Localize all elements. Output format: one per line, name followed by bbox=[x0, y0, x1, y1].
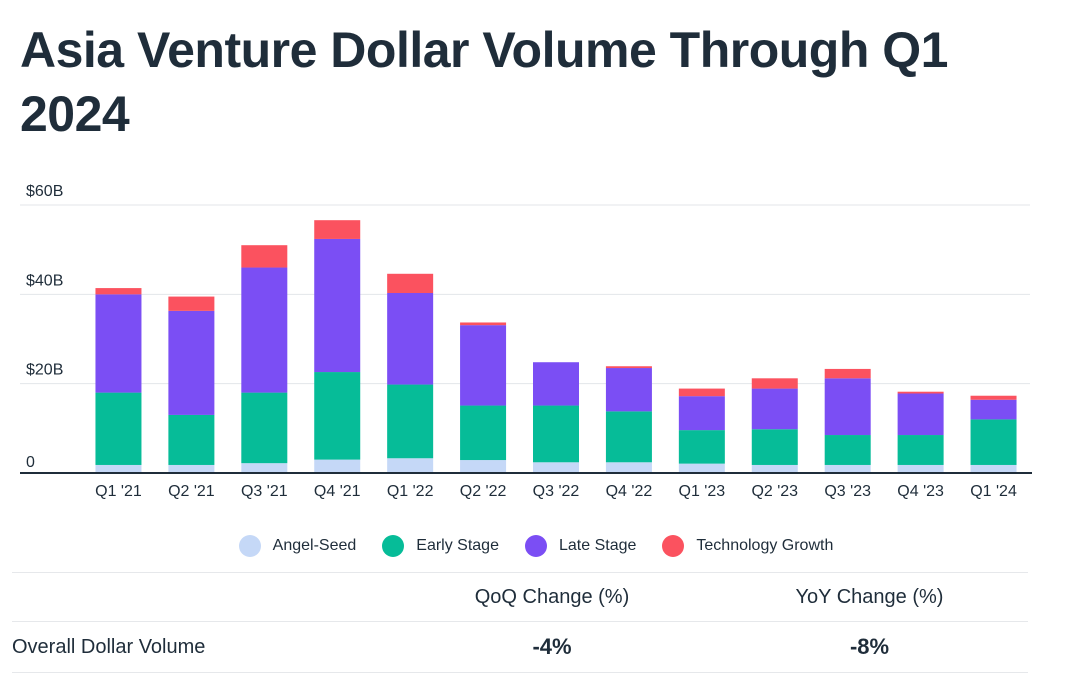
bar-segment-early-stage bbox=[168, 414, 215, 465]
chart-title: Asia Venture Dollar Volume Through Q1 20… bbox=[20, 22, 948, 142]
bar-segment-early-stage bbox=[824, 435, 871, 465]
table-header-row: QoQ Change (%) YoY Change (%) bbox=[12, 573, 1028, 622]
table-header-yoy: YoY Change (%) bbox=[795, 585, 944, 608]
stacked-bar-chart: 0 $20B $40B $60B Q1 '21 Q2 '21 Q3 '21 Q4 '21 Q1 … bbox=[20, 183, 1032, 500]
bar-segment-late-stage bbox=[95, 294, 142, 393]
bar-segment-technology-growth bbox=[605, 366, 652, 369]
bar-segment-early-stage bbox=[460, 405, 507, 461]
bar-segment-angel-seed bbox=[751, 464, 798, 473]
bar-segment-angel-seed bbox=[897, 464, 944, 473]
legend-item-technology-growth: Technology Growth bbox=[662, 535, 833, 557]
bar-segment-late-stage bbox=[314, 238, 361, 373]
bar-segment-angel-seed bbox=[387, 458, 434, 473]
x-tick-label: Q1 '22 bbox=[387, 483, 434, 500]
legend-swatch-late-stage bbox=[524, 535, 547, 557]
bar-segment-late-stage bbox=[897, 393, 944, 436]
x-tick-label: Q1 '21 bbox=[95, 483, 142, 500]
legend-label-early-stage: Early Stage bbox=[416, 537, 499, 554]
x-tick-label: Q2 '21 bbox=[168, 483, 215, 500]
bar-segment-angel-seed bbox=[605, 462, 652, 473]
bar-segment-technology-growth bbox=[460, 322, 507, 326]
bar-segment-early-stage bbox=[897, 435, 944, 465]
legend-swatch-technology-growth bbox=[662, 535, 685, 557]
bar-segment-late-stage bbox=[168, 310, 215, 415]
bar-segment-early-stage bbox=[970, 419, 1017, 465]
x-tick-label: Q4 '23 bbox=[897, 483, 944, 500]
bar-segment-technology-growth bbox=[168, 296, 215, 311]
bar-segment-angel-seed bbox=[678, 463, 725, 473]
change-table: QoQ Change (%) YoY Change (%) Overall Do… bbox=[12, 572, 1028, 673]
x-tick-label: Q4 '22 bbox=[606, 483, 653, 500]
bar-segment-angel-seed bbox=[460, 460, 507, 473]
bar-segment-technology-growth bbox=[678, 388, 725, 397]
bar-segment-angel-seed bbox=[533, 462, 579, 473]
bar-segment-early-stage bbox=[387, 384, 434, 459]
bar-segment-angel-seed bbox=[241, 463, 288, 473]
table-header-qoq: QoQ Change (%) bbox=[474, 585, 630, 608]
legend-swatch-angel-seed bbox=[238, 535, 261, 557]
bar-segment-early-stage bbox=[605, 411, 652, 463]
x-tick-label: Q2 '22 bbox=[460, 483, 507, 500]
bar-segment-early-stage bbox=[314, 372, 361, 460]
legend-label-technology-growth: Technology Growth bbox=[696, 537, 834, 554]
legend-item-angel-seed: Angel-Seed bbox=[238, 535, 357, 557]
bar-segment-early-stage bbox=[241, 392, 288, 464]
row-label: Overall Dollar Volume bbox=[12, 635, 206, 658]
y-tick-label: $40B bbox=[26, 272, 63, 289]
bar-segment-angel-seed bbox=[168, 464, 215, 473]
legend-item-late-stage: Late Stage bbox=[524, 535, 637, 557]
bar-segment-technology-growth bbox=[970, 395, 1017, 400]
yoy-value: -8% bbox=[849, 634, 890, 659]
y-tick-label: $20B bbox=[26, 362, 63, 379]
bar-segment-early-stage bbox=[678, 430, 725, 464]
legend-swatch-early-stage bbox=[382, 535, 405, 557]
y-tick-label: 0 bbox=[26, 454, 35, 471]
bar-segment-technology-growth bbox=[241, 245, 288, 268]
legend-label-late-stage: Late Stage bbox=[558, 537, 637, 554]
x-tick-label: Q3 '21 bbox=[241, 483, 288, 500]
x-tick-label: Q3 '23 bbox=[824, 483, 871, 500]
bar-segment-late-stage bbox=[533, 362, 579, 406]
bar-segment-technology-growth bbox=[95, 288, 142, 295]
bar-segment-technology-growth bbox=[897, 391, 944, 394]
legend-item-early-stage: Early Stage bbox=[382, 535, 499, 557]
chart-legend: Angel-Seed Early Stage Late Stage Techno… bbox=[0, 535, 1072, 557]
bar-segment-late-stage bbox=[824, 378, 871, 436]
bar-segment-angel-seed bbox=[970, 464, 1017, 473]
bar-segment-early-stage bbox=[533, 405, 579, 463]
bar-segment-technology-growth bbox=[824, 368, 871, 379]
x-tick-label: Q3 '22 bbox=[533, 483, 580, 500]
x-tick-label: Q1 '23 bbox=[679, 483, 726, 500]
bar-segment-technology-growth bbox=[387, 273, 434, 293]
qoq-value: -4% bbox=[532, 634, 572, 659]
bar-segment-technology-growth bbox=[751, 378, 798, 389]
bar-segment-angel-seed bbox=[95, 464, 142, 473]
bar-segment-late-stage bbox=[605, 368, 652, 412]
bar-segment-early-stage bbox=[751, 429, 798, 465]
bar-segment-late-stage bbox=[751, 388, 798, 430]
bar-segment-early-stage bbox=[95, 392, 142, 465]
table-row: Overall Dollar Volume -4% -8% bbox=[12, 622, 1028, 673]
bar-segment-late-stage bbox=[460, 325, 507, 406]
bar-segment-late-stage bbox=[241, 267, 288, 393]
x-tick-label: Q1 '24 bbox=[970, 483, 1017, 500]
bar-segment-late-stage bbox=[970, 399, 1017, 420]
x-tick-label: Q4 '21 bbox=[314, 483, 361, 500]
bar-segment-late-stage bbox=[678, 396, 725, 431]
y-tick-label: $60B bbox=[26, 183, 63, 200]
bar-segment-angel-seed bbox=[824, 464, 871, 473]
legend-label-angel-seed: Angel-Seed bbox=[272, 537, 357, 554]
bar-segment-angel-seed bbox=[314, 459, 361, 473]
x-tick-label: Q2 '23 bbox=[751, 483, 798, 500]
bar-segment-technology-growth bbox=[314, 220, 361, 239]
bar-segment-late-stage bbox=[387, 292, 434, 385]
